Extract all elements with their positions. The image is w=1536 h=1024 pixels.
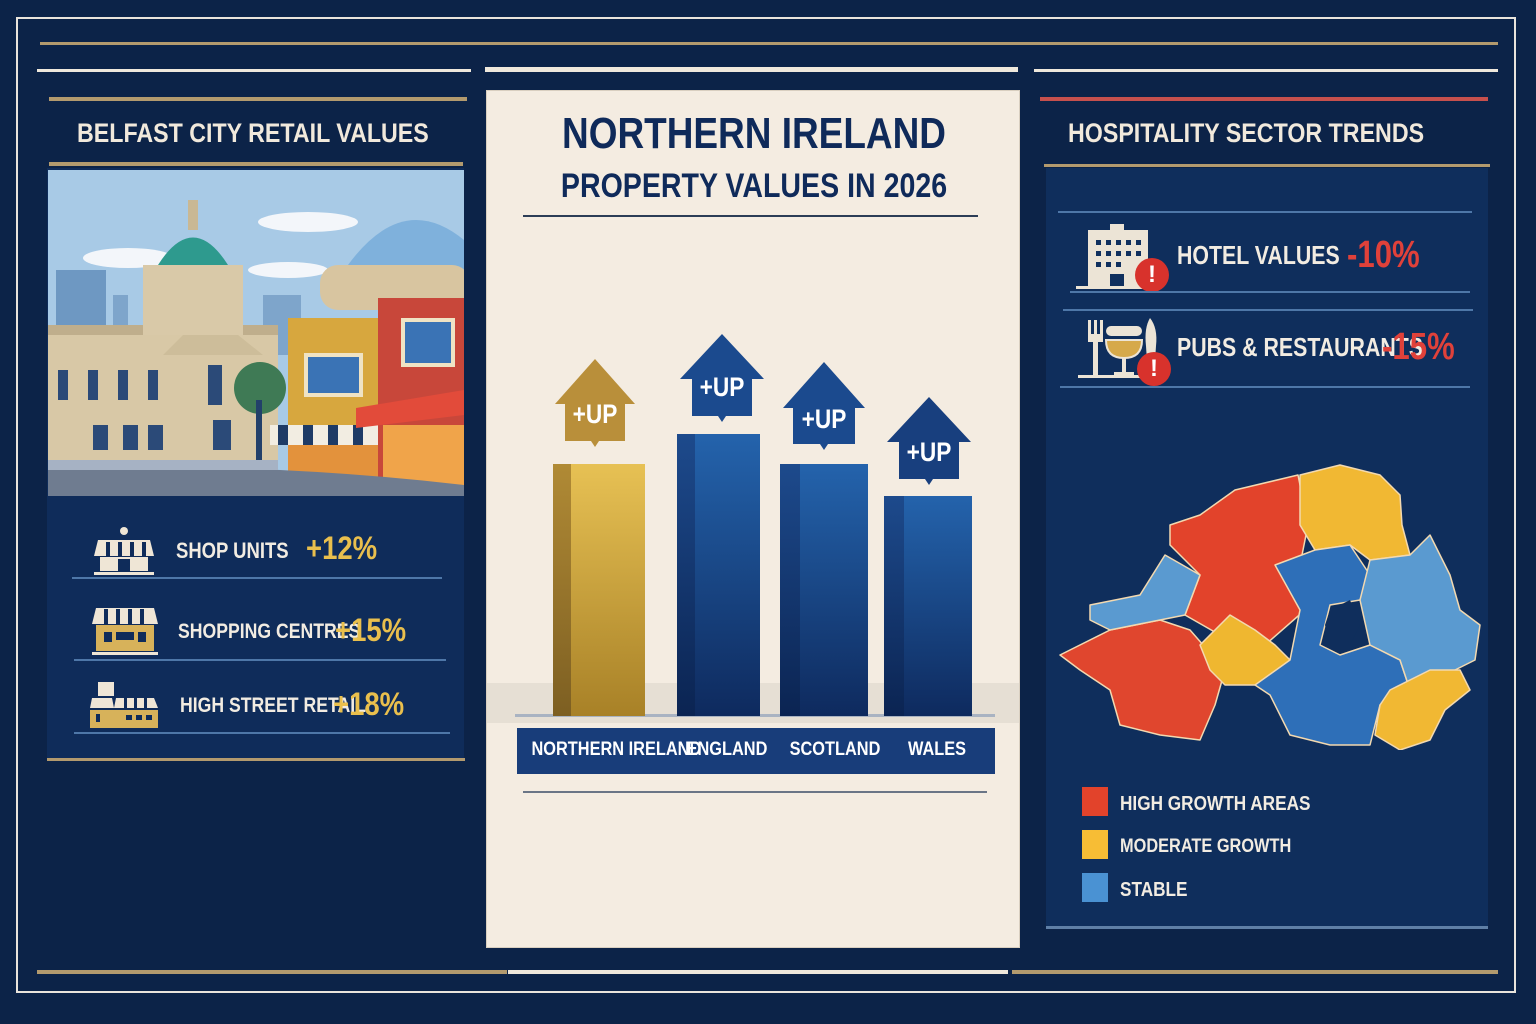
up-arrow-scotland: +UP [783,362,865,450]
divider [1063,309,1473,311]
arrow-label: +UP [801,404,847,434]
divider [1058,211,1472,213]
house-arrow-icon [680,334,764,422]
x-label-wrap: NORTHERN IRELAND [521,739,702,761]
x-label-wrap: WALES [887,739,987,761]
divider [37,69,471,72]
retail-item-high-street [88,680,160,732]
city-scene-icon [48,170,464,496]
retail-item-label: SHOP UNITS [176,538,289,563]
chart-subtitle-wrap: PROPERTY VALUES IN 2026 [487,167,1021,206]
divider [37,970,507,974]
x-axis-label: NORTHERN IRELAND [531,739,702,760]
divider [47,758,465,761]
bar-england [677,434,760,716]
arrow-label: +UP [906,437,952,467]
panel-title: HOSPITALITY SECTOR TRENDS [1068,118,1425,148]
x-axis-label: SCOTLAND [789,739,881,760]
hotel-icon [1076,224,1148,289]
x-axis-band [517,728,995,774]
retail-item-value: +18% [333,686,405,722]
divider [1012,970,1498,974]
retail-item-shop-units [92,526,156,576]
retail-item-value: +12% [306,530,378,566]
bar-wales [884,496,972,716]
up-arrow-england: +UP [680,334,764,422]
x-label-wrap: ENGLAND [677,739,777,761]
divider [49,162,463,166]
hospitality-item-value: -15% [1382,326,1455,368]
hotel-item-icon-wrap: ! [1076,224,1172,292]
retail-item-shopping-centres [92,606,158,656]
shop-unit-icon [94,527,154,575]
title-underline [523,215,978,217]
retail-item-label: SHOPPING CENTRES [178,620,361,643]
legend-swatch-moderate-growth [1082,830,1108,859]
legend-label: HIGH GROWTH AREAS [1120,793,1311,815]
up-arrow-wales: +UP [887,397,971,485]
dining-item-icon-wrap: ! [1078,318,1174,386]
shopping-centre-icon [92,608,158,655]
panel-title: BELFAST CITY RETAIL VALUES [77,118,429,148]
x-axis-label: WALES [907,739,967,760]
chart-title: NORTHERN IRELAND [562,109,946,158]
chart-subtitle: PROPERTY VALUES IN 2026 [560,167,948,205]
chart-title-line1-wrap: NORTHERN IRELAND [487,109,1021,159]
house-arrow-icon [887,397,971,485]
divider [1034,69,1498,72]
outer-frame [16,17,1516,993]
retail-item-value: +15% [335,612,407,648]
retail-item-label: HIGH STREET RETAIL [180,694,366,717]
hospitality-item-value: -10% [1347,234,1420,276]
legend-swatch-stable [1082,873,1108,902]
x-label-wrap: SCOTLAND [780,739,890,761]
divider [485,67,1018,72]
hospitality-item-label: PUBS & RESTAURANTS [1177,332,1423,362]
divider [508,970,1008,974]
divider [1046,926,1488,929]
divider [1044,164,1490,167]
divider [523,791,987,793]
property-values-panel: NORTHERN IRELAND PROPERTY VALUES IN 2026… [486,90,1020,948]
divider [49,97,467,101]
bar-northern-ireland [553,464,645,716]
high-street-icon [90,682,158,728]
alert-badge: ! [1135,258,1169,292]
divider [1040,97,1488,101]
belfast-illustration [48,170,464,496]
growth-map [1050,445,1486,751]
arrow-label: +UP [699,372,745,402]
x-axis-label: ENGLAND [686,739,768,760]
divider [1060,386,1470,388]
divider [72,577,442,579]
divider [74,659,446,661]
legend-swatch-high-growth [1082,787,1108,816]
top-gold-rule [40,42,1498,45]
legend-label: MODERATE GROWTH [1120,836,1292,857]
arrow-label: +UP [572,399,618,429]
divider [74,732,450,734]
hospitality-item-label: HOTEL VALUES [1177,240,1340,270]
house-arrow-icon [555,359,635,447]
northern-ireland-map-icon [1059,464,1481,751]
up-arrow-northern-ireland: +UP [553,359,637,447]
divider [1070,291,1470,293]
alert-badge: ! [1137,352,1171,386]
house-arrow-icon [783,362,865,450]
bar-scotland [780,464,868,716]
legend-label: STABLE [1120,879,1188,901]
